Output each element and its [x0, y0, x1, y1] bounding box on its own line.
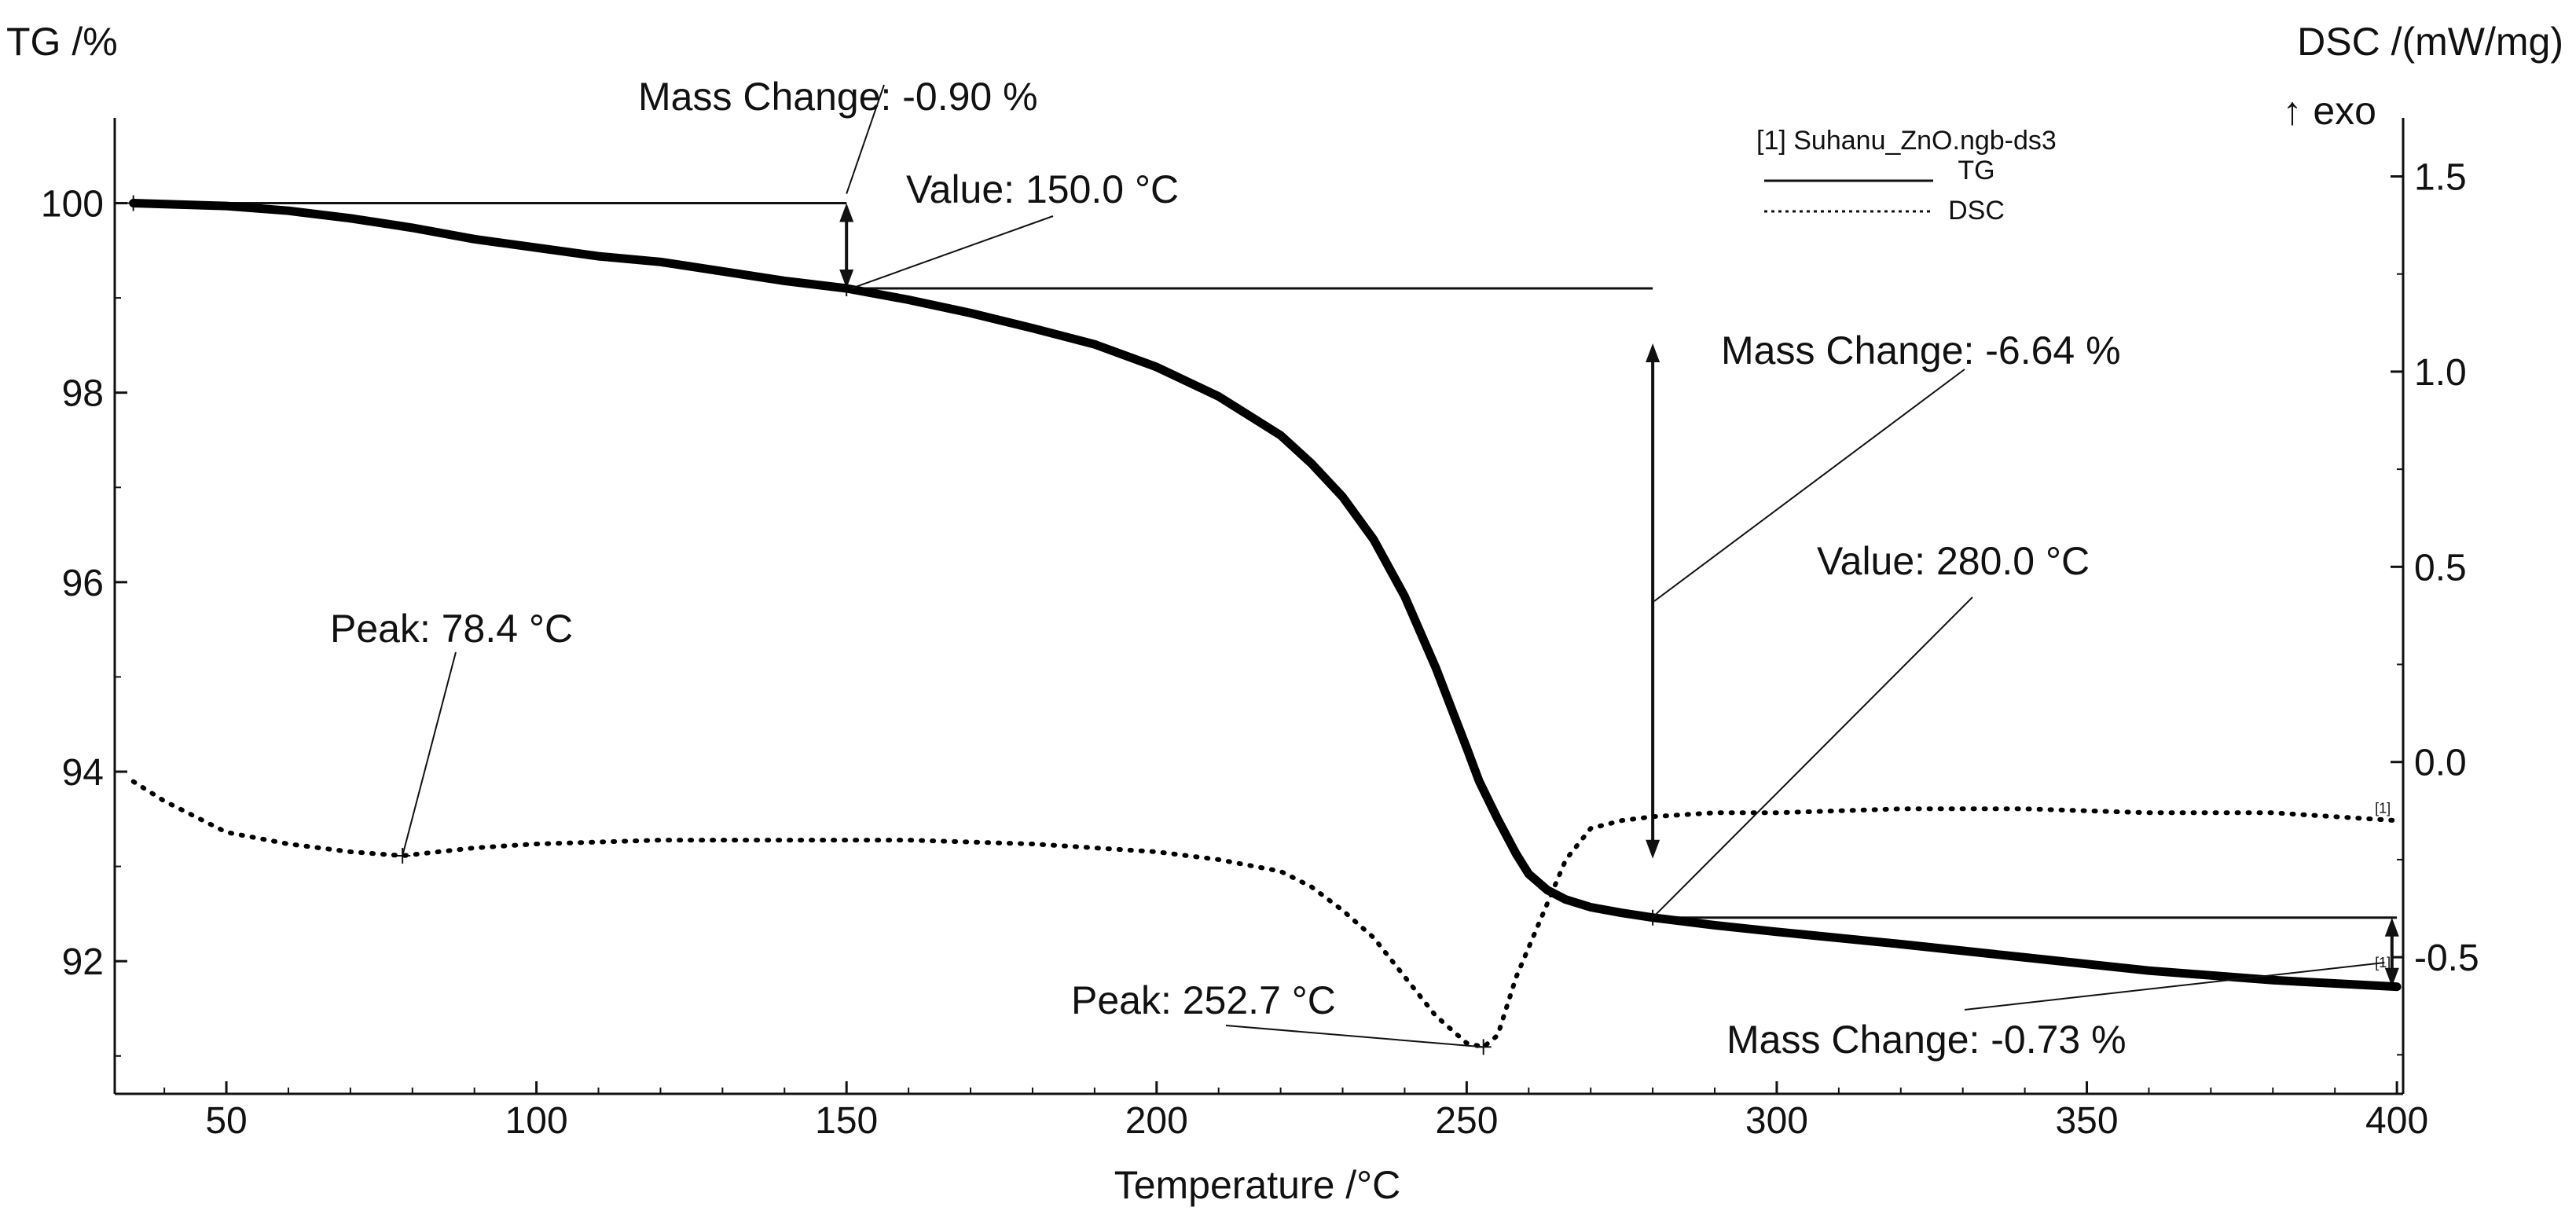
- peak-leader-78: [402, 651, 457, 857]
- y-left-tick-label: 98: [62, 373, 104, 415]
- value-leader-280: [1652, 596, 1973, 919]
- annotations: Mass Change: -0.90 % Value: 150.0 °C Mass …: [330, 75, 2385, 1062]
- mass-change-label-2: Mass Change: -6.64 %: [1721, 328, 2121, 372]
- mass-change-label-1: Mass Change: -0.90 %: [638, 75, 1038, 119]
- peak-label-252: Peak: 252.7 °C: [1071, 978, 1336, 1022]
- x-tick-label: 150: [815, 1100, 878, 1142]
- x-tick-label: 200: [1125, 1100, 1188, 1142]
- mass-change-leader-1: [846, 84, 885, 194]
- y-right-tick-label: -0.5: [2414, 937, 2479, 979]
- value-leader-150: [850, 215, 1054, 289]
- mass-change-arrow-1-head-up: [839, 203, 854, 222]
- legend-tg-label: TG: [1958, 156, 1994, 185]
- exo-indicator: ↑ exo: [2282, 89, 2376, 133]
- value-label-150: Value: 150.0 °C: [906, 167, 1179, 211]
- axis-ticks: 50 100 150 200 250 300 350 400 92 94 96 98 100 -0.5 0.…: [41, 157, 2479, 1142]
- x-tick-label: 300: [1745, 1100, 1808, 1142]
- y-right-tick-label: 1.0: [2414, 352, 2467, 394]
- legend: [1] Suhanu_ZnO.ngb-ds3 TG DSC: [1756, 126, 2057, 226]
- x-tick-label: 100: [505, 1100, 568, 1142]
- axes-frame: [113, 118, 2405, 1095]
- value-label-280: Value: 280.0 °C: [1817, 539, 2090, 583]
- y-right-tick-label: 0.0: [2414, 743, 2467, 784]
- peak-leader-252: [1225, 1025, 1484, 1048]
- peak-label-78: Peak: 78.4 °C: [330, 607, 573, 651]
- y-left-tick-label: 92: [62, 941, 104, 983]
- mass-change-arrow-3-head-up: [2384, 917, 2399, 937]
- x-tick-label: 350: [2055, 1100, 2118, 1142]
- mass-change-arrow-2-head-down: [1646, 839, 1660, 859]
- mass-change-arrow-3-head-down: [2384, 967, 2399, 987]
- y-left-tick-label: 94: [62, 752, 104, 794]
- y-right-tick-label: 0.5: [2414, 547, 2467, 589]
- mass-change-leader-2: [1653, 369, 1965, 602]
- x-tick-label: 50: [205, 1100, 247, 1142]
- data-series: [129, 199, 2402, 1050]
- y-left-tick-label: 100: [41, 184, 104, 226]
- x-tick-label: 400: [2365, 1100, 2428, 1142]
- y-right-axis-title: DSC /(mW/mg): [2297, 20, 2563, 64]
- series-tg-line: [129, 199, 2402, 992]
- legend-file-label: [1] Suhanu_ZnO.ngb-ds3: [1756, 126, 2057, 156]
- y-left-axis-title: TG /%: [6, 20, 118, 64]
- mass-change-arrow-1-head-down: [839, 270, 854, 289]
- mass-change-label-3: Mass Change: -0.73 %: [1727, 1018, 2126, 1062]
- x-tick-label: 250: [1435, 1100, 1498, 1142]
- x-axis-title: Temperature /°C: [1114, 1163, 1401, 1207]
- mass-change-leader-3: [1964, 962, 2385, 1011]
- legend-dsc-label: DSC: [1948, 196, 2005, 226]
- dsc-curve-marker: [1]: [2375, 800, 2391, 816]
- series-dsc-line: [130, 779, 2400, 1050]
- y-right-tick-label: 1.5: [2414, 157, 2467, 199]
- mass-change-arrow-2-head-up: [1646, 343, 1660, 363]
- y-left-tick-label: 96: [62, 563, 104, 604]
